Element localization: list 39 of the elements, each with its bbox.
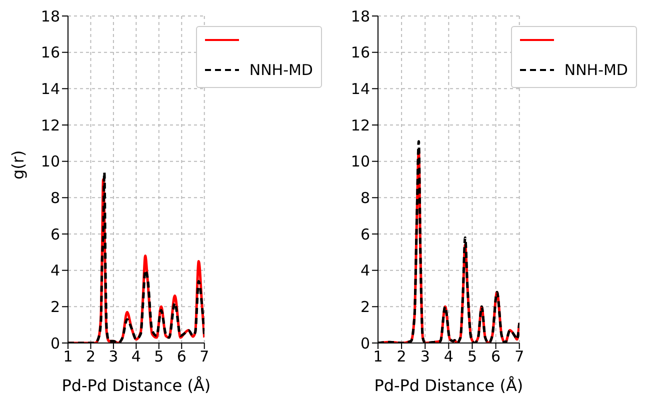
x-tick-label: 2 [396,348,406,366]
y-tick-label: 14 [40,80,60,98]
x-tick-label: 4 [444,348,454,366]
x-tick-label: 1 [63,348,73,366]
x-tick-label: 5 [467,348,478,366]
x-tick-label: 6 [176,348,186,366]
y-tick-label: 2 [360,298,370,316]
legend-label: NNH-MD [564,61,628,79]
x-tick-label: 2 [86,348,96,366]
y-tick-label: 6 [360,225,370,244]
y-tick-label: 2 [50,298,60,316]
x-tick-label: 6 [491,348,501,366]
y-tick-label: 18 [350,7,370,26]
y-tick-label: 8 [360,188,370,207]
y-tick-label: 16 [350,44,370,62]
y-tick-label: 16 [40,44,60,62]
y-tick-label: 8 [50,188,60,207]
x-tick-label: 4 [131,348,141,366]
x-tick-label: 1 [373,348,383,366]
x-tick-label: 7 [514,348,524,366]
x-tick-label: 3 [420,348,430,366]
x-axis-title: Pd-Pd Distance (Å) [374,376,524,395]
y-axis-title: g(r) [8,150,28,180]
y-tick-label: 10 [350,152,370,171]
y-tick-label: 12 [40,116,60,134]
y-tick-label: 18 [40,7,60,26]
y-tick-label: 4 [360,262,370,280]
x-tick-label: 7 [200,348,210,366]
x-tick-label: 5 [154,348,164,366]
y-tick-label: 14 [350,80,370,98]
y-tick-label: 10 [40,152,60,171]
y-tick-label: 6 [50,225,60,244]
legend-label: NNH-MD [249,61,313,79]
x-tick-label: 3 [108,348,118,366]
y-tick-label: 0 [360,334,370,352]
y-tick-label: 0 [50,334,60,352]
x-axis-title: Pd-Pd Distance (Å) [62,376,211,395]
y-tick-label: 4 [50,262,60,280]
y-tick-label: 12 [350,116,370,134]
